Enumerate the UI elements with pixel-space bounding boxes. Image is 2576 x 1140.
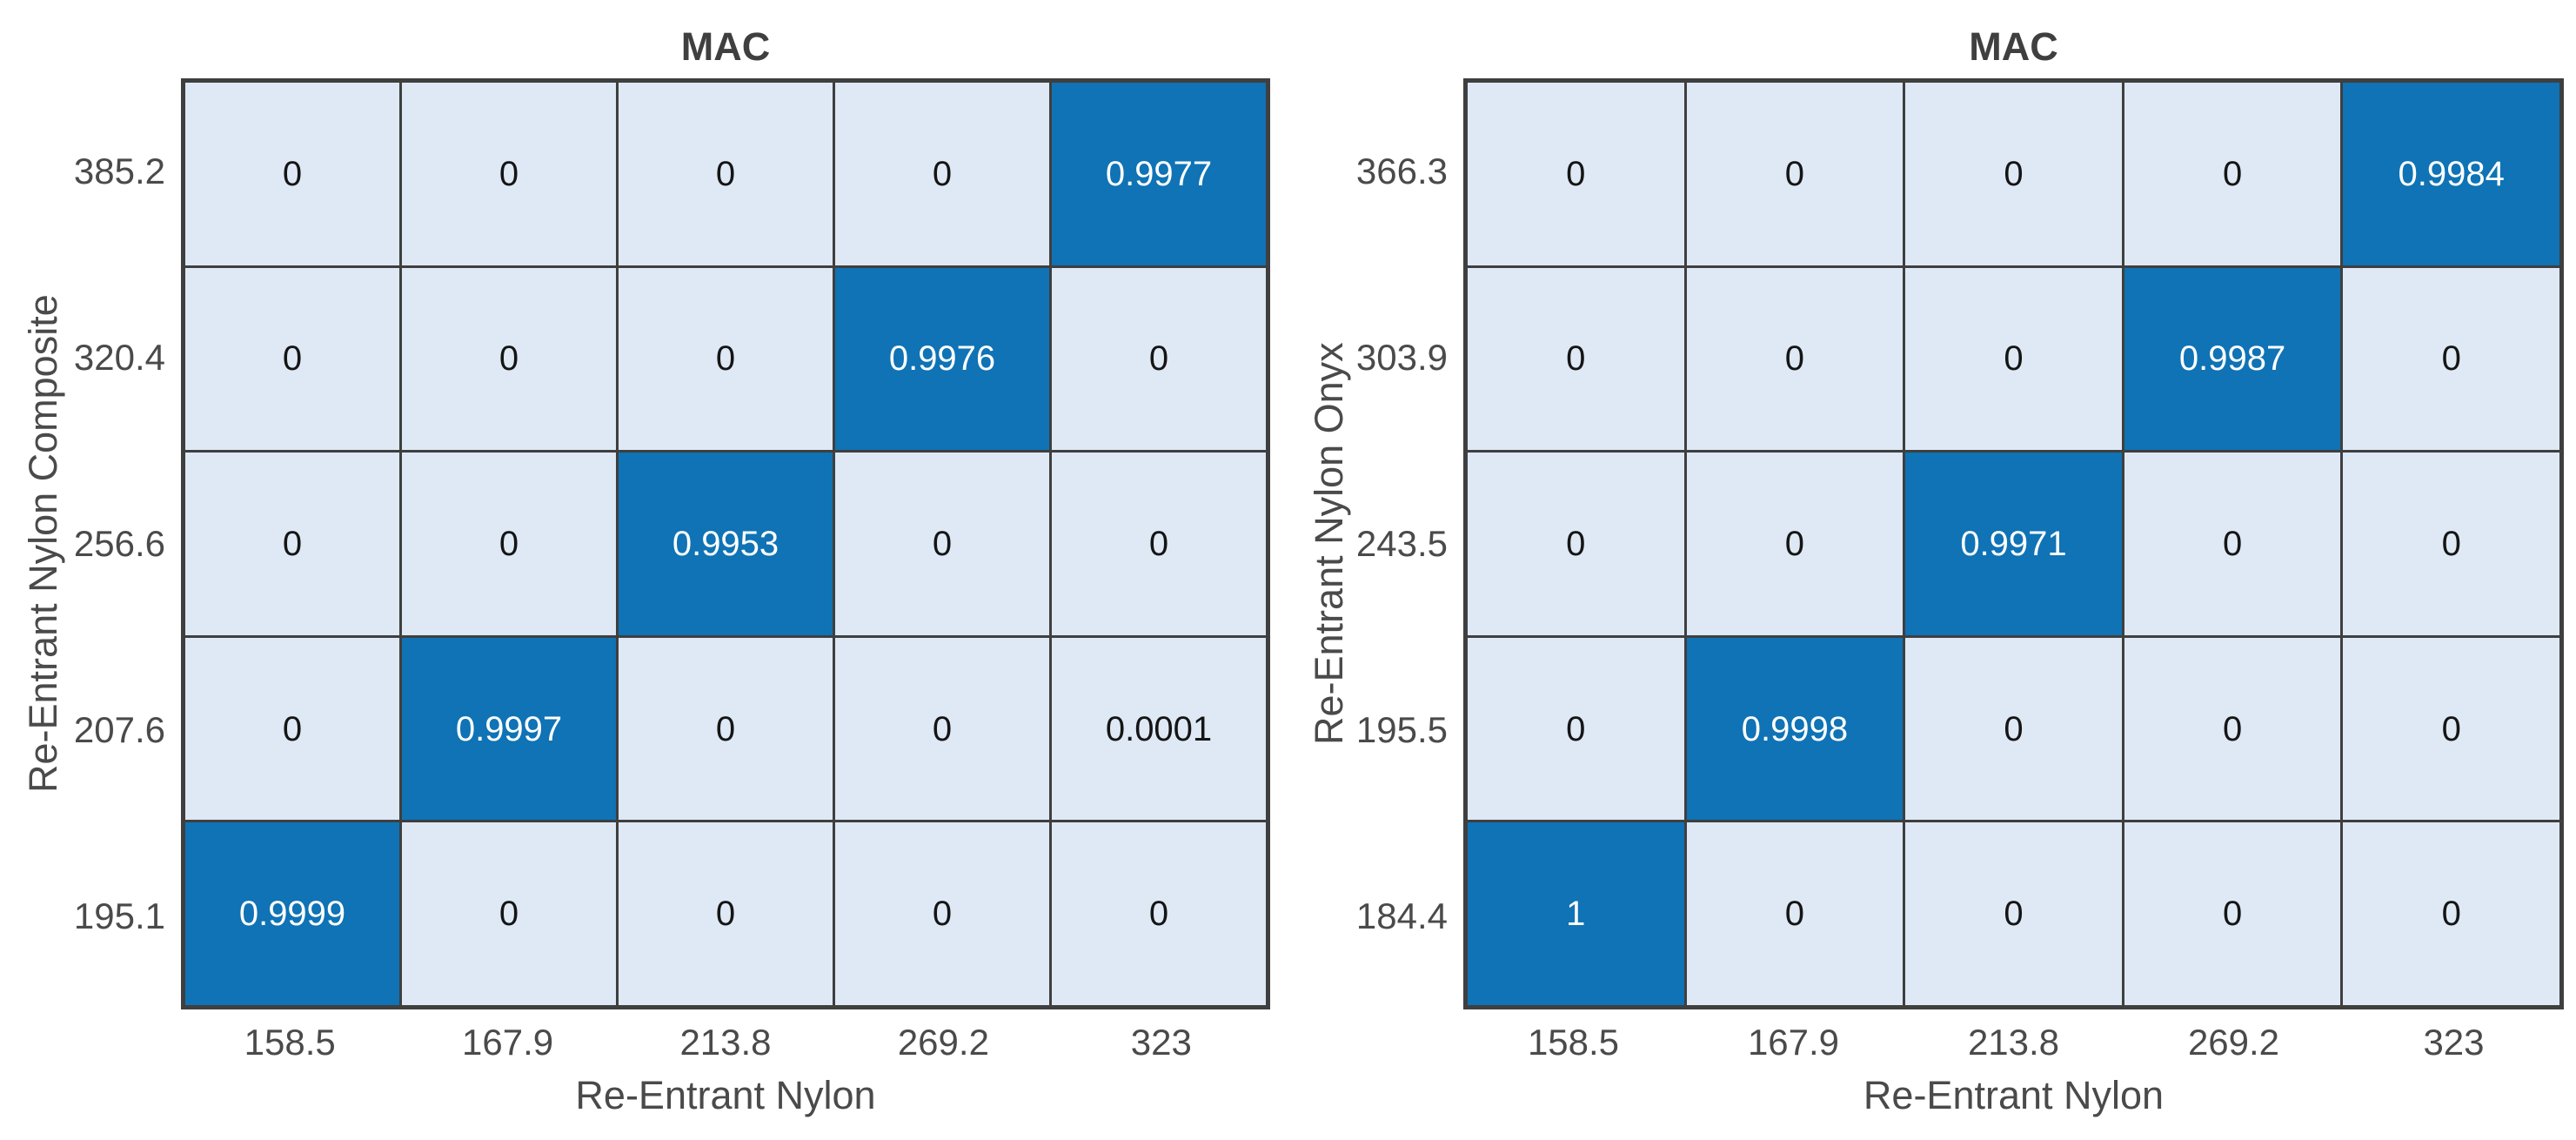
heatmap-cell: 0.9997 <box>402 637 616 821</box>
heatmap-cell: 0.9977 <box>1052 83 1266 265</box>
x-tick-labels: 158.5 167.9 213.8 269.2 323 <box>1463 1020 2564 1065</box>
heatmap-cell: 0 <box>1052 822 1266 1005</box>
plot-title: MAC <box>1969 24 2058 69</box>
x-tick-label: 213.8 <box>1967 1022 2060 1063</box>
heatmap-cell: 0 <box>1905 83 2122 265</box>
heatmap-cell: 0 <box>1468 267 1684 451</box>
heatmap-cell: 0 <box>185 453 399 635</box>
heatmap-cell: 0 <box>1052 453 1266 635</box>
heatmap-cell: 0 <box>1686 267 1904 451</box>
heatmap-grid: 0 0 0 0 0.9977 0 0 0 0.9976 0 0 0 0.9953 0 0 0 0.9997 0 0 0… <box>181 78 1270 1009</box>
y-tick-label: 256.6 <box>73 523 165 564</box>
heatmap-cell: 0 <box>1468 637 1684 821</box>
heatmap-cell: 0 <box>835 637 1049 821</box>
x-tick-label: 269.2 <box>2187 1022 2280 1063</box>
heatmap-cell: 0 <box>1468 83 1684 265</box>
heatmap-cell: 0.9971 <box>1905 453 2122 635</box>
x-tick-label: 323 <box>1130 1022 1192 1063</box>
x-tick-label: 269.2 <box>897 1022 989 1063</box>
heatmap-cell: 0 <box>835 453 1049 635</box>
heatmap-cell: 0 <box>1052 267 1266 451</box>
heatmap-cell: 0 <box>402 453 616 635</box>
heatmap-cell: 0 <box>835 83 1049 265</box>
heatmap-cell: 0.9987 <box>2124 267 2341 451</box>
x-axis-label: Re-Entrant Nylon <box>575 1073 876 1117</box>
heatmap-cell: 0 <box>185 267 399 451</box>
heatmap-cell: 0 <box>2343 637 2559 821</box>
y-tick-label: 207.6 <box>73 709 165 750</box>
heatmap-cell: 0.0001 <box>1052 637 1266 821</box>
heatmap-grid: 0 0 0 0 0.9984 0 0 0 0.9987 0 0 0 0.9971 0 0 0 0.9998 0 0 0… <box>1463 78 2564 1009</box>
x-tick-labels: 158.5 167.9 213.8 269.2 323 <box>181 1020 1270 1065</box>
heatmap-cell: 0 <box>185 637 399 821</box>
heatmap-cell: 0 <box>185 83 399 265</box>
heatmap-cell: 0 <box>1905 267 2122 451</box>
y-tick-label: 320.4 <box>73 337 165 378</box>
heatmap-cell: 0 <box>402 822 616 1005</box>
heatmap-cell: 0 <box>2124 453 2341 635</box>
heatmap-cell: 0 <box>619 83 833 265</box>
heatmap-cell: 0 <box>2124 637 2341 821</box>
heatmap-cell: 0 <box>402 267 616 451</box>
plot-title: MAC <box>680 24 771 69</box>
heatmap-cell: 0 <box>2343 822 2559 1005</box>
heatmap-cell: 0.9984 <box>2343 83 2559 265</box>
heatmap-cell: 0 <box>1686 822 1904 1005</box>
heatmap-cell: 0 <box>619 637 833 821</box>
heatmap-cell: 0 <box>1686 453 1904 635</box>
y-tick-labels: 366.3 303.9 243.5 195.5 184.4 <box>1288 78 1448 1009</box>
y-tick-label: 243.5 <box>1355 523 1448 564</box>
y-tick-labels: 385.2 320.4 256.6 207.6 195.1 <box>0 78 165 1009</box>
heatmap-cell: 0.9999 <box>185 822 399 1005</box>
x-tick-label: 167.9 <box>1747 1022 1840 1063</box>
heatmap-cell: 0.9976 <box>835 267 1049 451</box>
x-tick-label: 213.8 <box>679 1022 772 1063</box>
heatmap-cell: 0 <box>2124 822 2341 1005</box>
heatmap-cell: 0 <box>619 267 833 451</box>
y-tick-label: 195.1 <box>73 895 165 936</box>
heatmap-cell: 1 <box>1468 822 1684 1005</box>
subplot-left: MAC Re-Entrant Nylon Composite 385.2 320.… <box>0 24 1270 1117</box>
x-tick-label: 158.5 <box>244 1022 336 1063</box>
heatmap-cell: 0.9998 <box>1686 637 1904 821</box>
x-tick-label: 323 <box>2423 1022 2485 1063</box>
subplot-right: MAC Re-Entrant Nylon Onyx 366.3 303.9 243.… <box>1288 0 2576 1140</box>
y-tick-label: 385.2 <box>73 151 165 191</box>
y-tick-label: 303.9 <box>1355 337 1448 378</box>
heatmap-cell: 0 <box>1686 83 1904 265</box>
y-tick-label: 195.5 <box>1355 709 1448 750</box>
y-tick-label: 184.4 <box>1355 895 1448 936</box>
heatmap-cell: 0 <box>1468 453 1684 635</box>
x-axis-label: Re-Entrant Nylon <box>1863 1073 2165 1117</box>
heatmap-cell: 0 <box>2343 267 2559 451</box>
heatmap-cell: 0 <box>402 83 616 265</box>
heatmap-cell: 0 <box>835 822 1049 1005</box>
heatmap-cell: 0 <box>1905 637 2122 821</box>
x-tick-label: 167.9 <box>462 1022 554 1063</box>
x-tick-label: 158.5 <box>1527 1022 1620 1063</box>
heatmap-cell: 0 <box>2343 453 2559 635</box>
y-tick-label: 366.3 <box>1355 151 1448 191</box>
heatmap-cell: 0.9953 <box>619 453 833 635</box>
heatmap-cell: 0 <box>619 822 833 1005</box>
heatmap-cell: 0 <box>2124 83 2341 265</box>
heatmap-cell: 0 <box>1905 822 2122 1005</box>
